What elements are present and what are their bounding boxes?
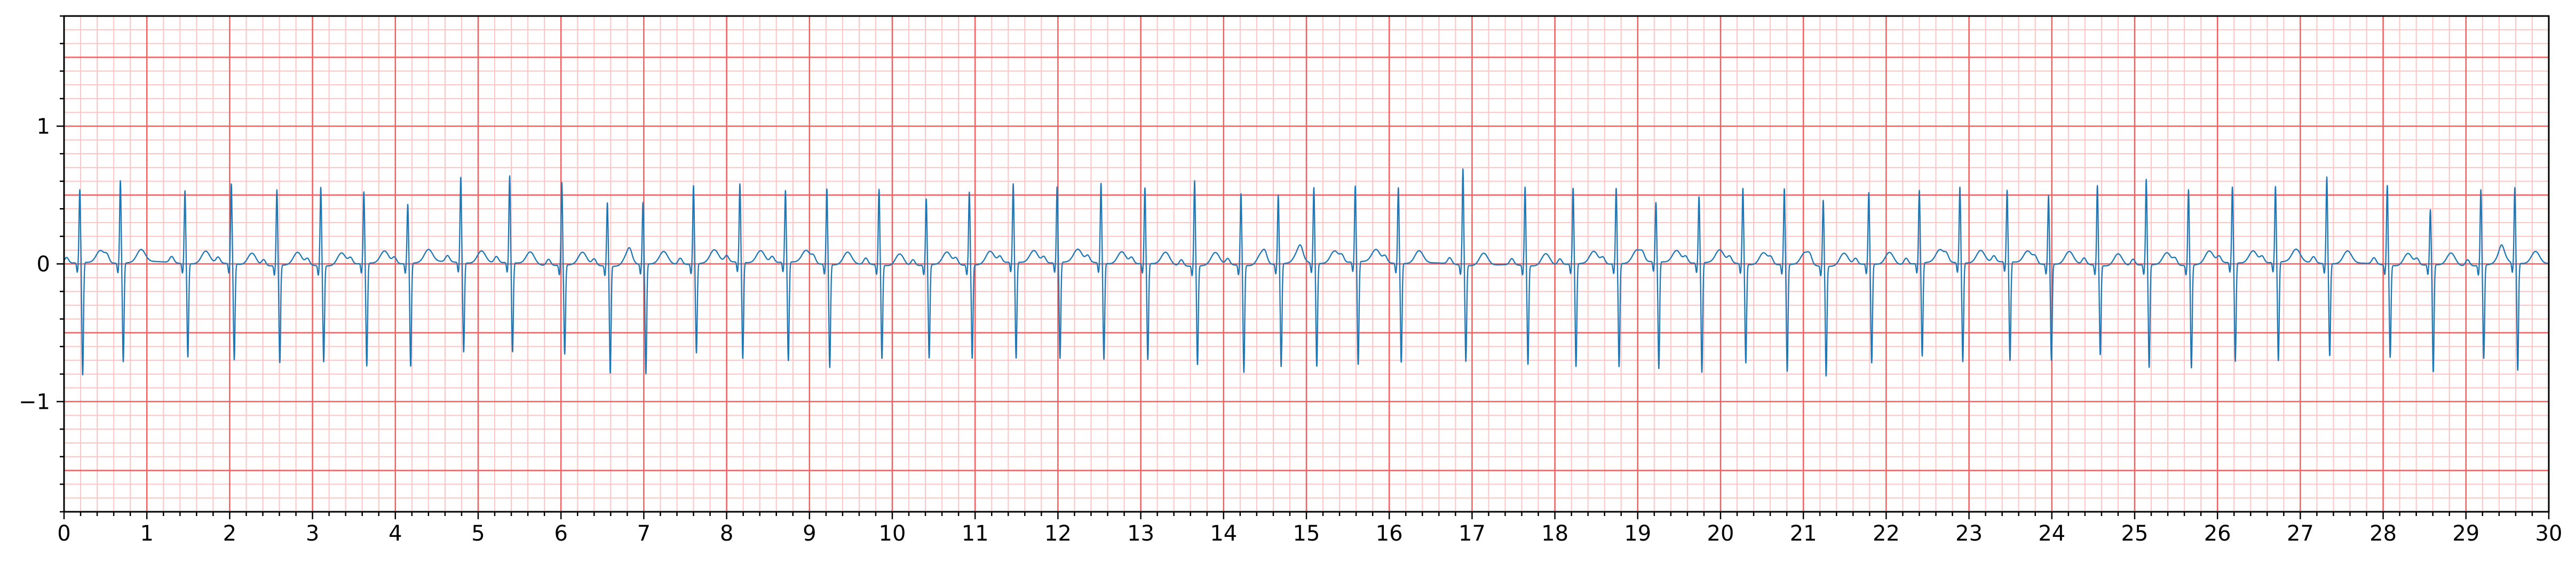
x-tick-label: 3	[306, 521, 319, 546]
x-tick-label: 26	[2204, 521, 2231, 546]
x-tick-label: 6	[554, 521, 567, 546]
x-tick-label: 16	[1376, 521, 1403, 546]
x-tick-label: 4	[389, 521, 402, 546]
x-tick-label: 22	[1873, 521, 1900, 546]
y-tick-label: 0	[37, 252, 50, 277]
x-tick-label: 25	[2121, 521, 2149, 546]
x-tick-label: 30	[2535, 521, 2563, 546]
x-tick-label: 23	[1955, 521, 1983, 546]
x-tick-label: 17	[1459, 521, 1486, 546]
x-tick-label: 29	[2452, 521, 2479, 546]
y-tick-label: 1	[37, 114, 50, 139]
x-tick-label: 0	[57, 521, 70, 546]
x-tick-label: 7	[637, 521, 651, 546]
x-tick-label: 8	[720, 521, 733, 546]
x-tick-label: 11	[962, 521, 989, 546]
x-tick-label: 28	[2369, 521, 2397, 546]
signal-layer	[64, 168, 2549, 377]
x-tick-label: 1	[140, 521, 153, 546]
x-tick-label: 27	[2287, 521, 2314, 546]
x-tick-label: 21	[1790, 521, 1817, 546]
x-tick-label: 13	[1127, 521, 1154, 546]
x-tick-label: 14	[1210, 521, 1237, 546]
x-tick-label: 18	[1541, 521, 1568, 546]
x-tick-label: 19	[1624, 521, 1651, 546]
x-tick-label: 5	[471, 521, 485, 546]
x-tick-label: 15	[1293, 521, 1320, 546]
x-tick-label: 2	[223, 521, 236, 546]
x-tick-label: 24	[2038, 521, 2065, 546]
x-tick-label: 12	[1044, 521, 1072, 546]
y-tick-label: −1	[19, 390, 50, 415]
major-grid	[63, 16, 2550, 512]
ticks-layer	[57, 15, 2550, 519]
x-tick-label: 10	[879, 521, 906, 546]
x-tick-label: 9	[803, 521, 816, 546]
x-tick-label: 20	[1707, 521, 1734, 546]
tick-labels: 0 1 2 3 4 5 6 7 8 9 10 11 12 13 14 15 16 17 18 19 20 21 22 23 24…	[19, 114, 2562, 546]
ecg-signal-line	[64, 168, 2549, 377]
